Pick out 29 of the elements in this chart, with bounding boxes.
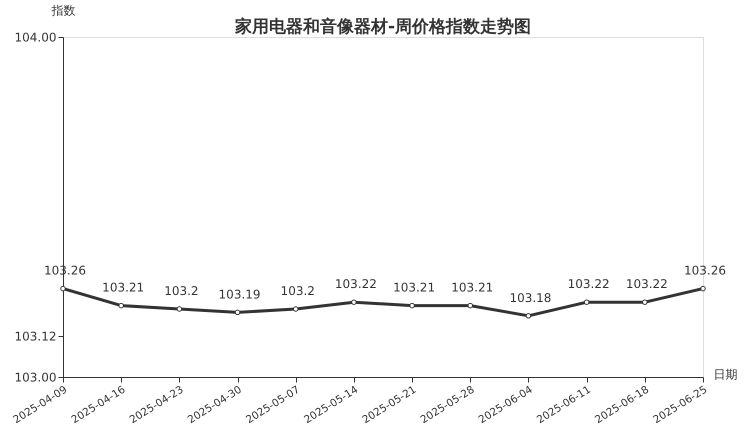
data-label: 103.18: [509, 290, 552, 305]
chart-title: 家用电器和音像器材-周价格指数走势图: [234, 17, 532, 37]
point: [584, 299, 590, 305]
point: [176, 306, 182, 312]
data-label: 103.2: [164, 284, 199, 298]
data-label: 103.2: [280, 284, 315, 298]
point: [292, 306, 298, 312]
y-tick-label: 103.12: [14, 330, 56, 344]
y-axis-title: 指数: [50, 4, 76, 18]
data-label: 103.21: [451, 280, 494, 295]
data-label: 103.22: [334, 277, 377, 292]
point: [700, 286, 706, 292]
data-label: 103.19: [218, 287, 261, 302]
y-tick-label: 103.00: [14, 370, 56, 384]
x-axis-title: 日期: [714, 368, 738, 382]
data-label: 103.26: [684, 264, 726, 278]
data-label: 103.21: [393, 280, 436, 295]
y-tick-label: 104.00: [14, 30, 56, 44]
point: [351, 299, 357, 305]
data-label: 103.21: [102, 280, 144, 295]
point: [60, 286, 66, 292]
data-label: 103.22: [568, 277, 610, 292]
data-label: 103.22: [626, 277, 668, 292]
point: [642, 299, 648, 305]
point: [234, 310, 240, 316]
point: [409, 302, 415, 308]
point: [468, 302, 474, 308]
point: [118, 302, 124, 308]
point: [526, 313, 532, 319]
